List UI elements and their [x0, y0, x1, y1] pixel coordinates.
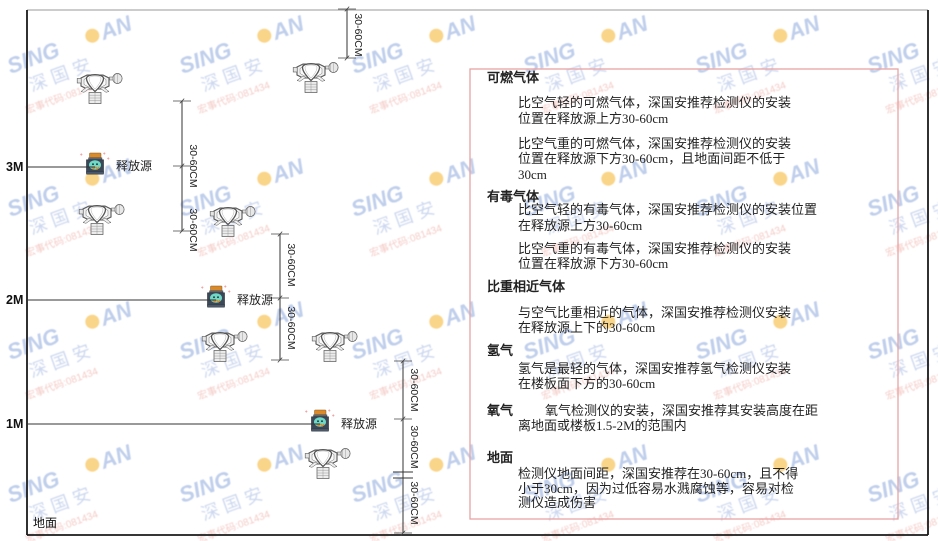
svg-text:比重相近气体: 比重相近气体: [487, 279, 566, 294]
svg-text:地面: 地面: [487, 450, 513, 465]
svg-text:氢气: 氢气: [487, 343, 513, 358]
svg-text:可燃气体: 可燃气体: [487, 70, 540, 85]
svg-text:氢气是最轻的气体，深国安推荐氢气检测仪安装: 氢气是最轻的气体，深国安推荐氢气检测仪安装: [518, 361, 791, 376]
svg-text:比空气轻的有毒气体，深国安推荐检测仪的安装位置: 比空气轻的有毒气体，深国安推荐检测仪的安装位置: [518, 202, 817, 217]
svg-text:位置在释放源上方30-60cm: 位置在释放源上方30-60cm: [518, 111, 668, 126]
svg-text:30-60CM: 30-60CM: [408, 481, 420, 524]
svg-text:在释放源上下的30-60cm: 在释放源上下的30-60cm: [518, 320, 655, 335]
svg-text:30-60CM: 30-60CM: [408, 368, 420, 411]
svg-text:离地面或楼板1.5-2M的范围内: 离地面或楼板1.5-2M的范围内: [518, 418, 687, 433]
svg-text:释放源: 释放源: [116, 158, 152, 173]
svg-text:与空气比重相近的气体，深国安推荐检测仪安装: 与空气比重相近的气体，深国安推荐检测仪安装: [518, 305, 791, 320]
svg-text:1M: 1M: [6, 417, 23, 431]
svg-text:30-60CM: 30-60CM: [285, 243, 297, 286]
svg-text:位置在释放源下方30-60cm: 位置在释放源下方30-60cm: [518, 256, 668, 271]
svg-text:30-60CM: 30-60CM: [187, 208, 199, 251]
svg-text:30-60CM: 30-60CM: [285, 306, 297, 349]
svg-text:在释放源上方30-60cm: 在释放源上方30-60cm: [518, 218, 642, 233]
svg-text:地面: 地面: [33, 516, 57, 530]
svg-text:在楼板面下方的30-60cm: 在楼板面下方的30-60cm: [518, 376, 655, 391]
svg-text:位置在释放源下方30-60cm，且地面间距不低于: 位置在释放源下方30-60cm，且地面间距不低于: [518, 151, 785, 166]
svg-text:比空气重的可燃气体，深国安推荐检测仪的安装: 比空气重的可燃气体，深国安推荐检测仪的安装: [518, 136, 791, 151]
svg-text:小于30cm，因为过低容易水溅腐蚀等，容易对检: 小于30cm，因为过低容易水溅腐蚀等，容易对检: [518, 481, 794, 496]
svg-text:3M: 3M: [6, 160, 23, 174]
svg-text:检测仪地面间距，深国安推荐在30-60cm，且不得: 检测仪地面间距，深国安推荐在30-60cm，且不得: [518, 466, 798, 481]
svg-text:30-60CM: 30-60CM: [187, 144, 199, 187]
svg-text:释放源: 释放源: [237, 292, 273, 307]
svg-text:2M: 2M: [6, 293, 23, 307]
svg-text:氧气: 氧气: [486, 403, 513, 418]
svg-text:比空气重的有毒气体，深国安推荐检测仪的安装: 比空气重的有毒气体，深国安推荐检测仪的安装: [518, 241, 791, 256]
svg-text:比空气轻的可燃气体，深国安推荐检测仪的安装: 比空气轻的可燃气体，深国安推荐检测仪的安装: [518, 95, 791, 110]
svg-text:测仪造成伤害: 测仪造成伤害: [518, 495, 596, 510]
svg-text:氧气检测仪的安装，深国安推荐其安装高度在距: 氧气检测仪的安装，深国安推荐其安装高度在距: [545, 403, 818, 418]
svg-text:释放源: 释放源: [341, 416, 377, 431]
svg-text:30cm: 30cm: [518, 167, 547, 182]
svg-text:30-60CM: 30-60CM: [352, 13, 364, 56]
svg-text:30-60CM: 30-60CM: [408, 425, 420, 468]
